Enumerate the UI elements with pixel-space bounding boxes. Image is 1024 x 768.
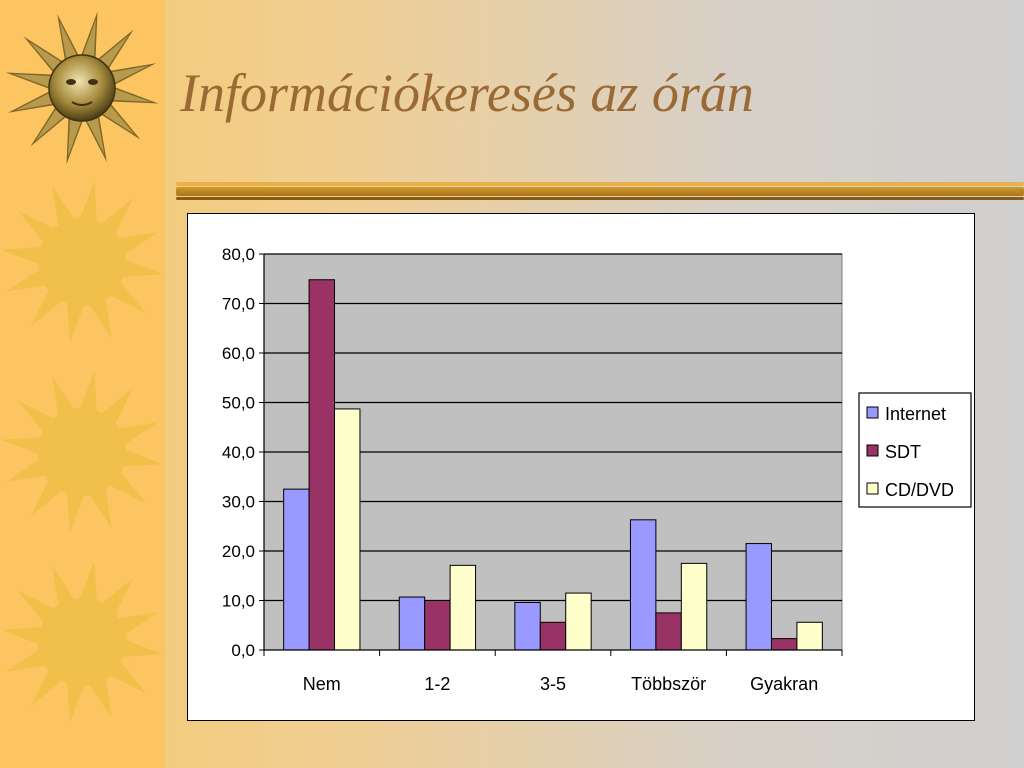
legend-swatch bbox=[866, 406, 879, 419]
y-tick-label: 60,0 bbox=[222, 344, 255, 363]
bar-sdt-0 bbox=[308, 279, 336, 651]
sun-face-eye bbox=[88, 79, 98, 85]
bar-cd-dvd-4 bbox=[796, 621, 823, 651]
sun-face-mouth bbox=[71, 101, 93, 106]
sun-decorations bbox=[0, 11, 164, 724]
sun-face-eye bbox=[66, 79, 76, 85]
y-tick-label: 0,0 bbox=[231, 641, 255, 660]
legend-swatch bbox=[866, 444, 879, 457]
bar-cd-dvd-1 bbox=[449, 564, 477, 651]
sun-core bbox=[38, 598, 126, 686]
y-tick-labels: 0,0 10,0 20,0 30,0 40,0 50,0 60,0 70,0 80,0 bbox=[222, 245, 255, 660]
legend: Internet SDT CD/DVD bbox=[858, 392, 972, 508]
x-tick-label: Gyakran bbox=[750, 674, 818, 694]
y-tick-label: 80,0 bbox=[222, 245, 255, 264]
bar-sdt-3 bbox=[655, 612, 682, 651]
y-tick-label: 30,0 bbox=[222, 493, 255, 512]
axes bbox=[259, 253, 843, 656]
bar-sdt-1 bbox=[424, 600, 451, 651]
legend-label: Internet bbox=[885, 404, 946, 424]
bar-internet-0 bbox=[283, 488, 310, 651]
y-tick-label: 50,0 bbox=[222, 394, 255, 413]
bar-sdt-4 bbox=[770, 638, 798, 651]
x-tick-label: 1-2 bbox=[424, 674, 450, 694]
bar-internet-1 bbox=[398, 596, 426, 651]
slide-title: Információkeresés az órán bbox=[180, 63, 754, 123]
x-tick-label: 3-5 bbox=[540, 674, 566, 694]
y-tick-label: 10,0 bbox=[222, 592, 255, 611]
legend-swatch bbox=[866, 482, 879, 495]
chart-frame: 0,0 10,0 20,0 30,0 40,0 50,0 60,0 70,0 80,0 Nem 1… bbox=[187, 213, 975, 721]
bar-chart: 0,0 10,0 20,0 30,0 40,0 50,0 60,0 70,0 80,0 Nem 1… bbox=[222, 245, 972, 694]
x-tick-labels: Nem 1-2 3-5 Többször Gyakran bbox=[303, 674, 818, 694]
bar-cd-dvd-0 bbox=[334, 408, 361, 651]
legend-label: SDT bbox=[885, 442, 921, 462]
bar-cd-dvd-2 bbox=[565, 592, 592, 651]
x-tick-label: Többször bbox=[631, 674, 706, 694]
bar-sdt-2 bbox=[539, 621, 567, 651]
y-tick-label: 70,0 bbox=[222, 295, 255, 314]
title-divider bbox=[176, 182, 1024, 204]
bars bbox=[283, 279, 823, 651]
y-tick-label: 40,0 bbox=[222, 443, 255, 462]
bar-cd-dvd-3 bbox=[680, 562, 708, 651]
decorative-sun-strip bbox=[0, 0, 165, 768]
bar-internet-4 bbox=[745, 543, 772, 651]
bar-internet-2 bbox=[514, 601, 541, 651]
bar-internet-3 bbox=[629, 519, 657, 651]
sun-core bbox=[38, 218, 126, 306]
y-tick-label: 20,0 bbox=[222, 542, 255, 561]
x-tick-label: Nem bbox=[303, 674, 341, 694]
legend-label: CD/DVD bbox=[885, 480, 954, 500]
sun-face-icon bbox=[48, 54, 116, 122]
sun-core bbox=[38, 408, 126, 496]
